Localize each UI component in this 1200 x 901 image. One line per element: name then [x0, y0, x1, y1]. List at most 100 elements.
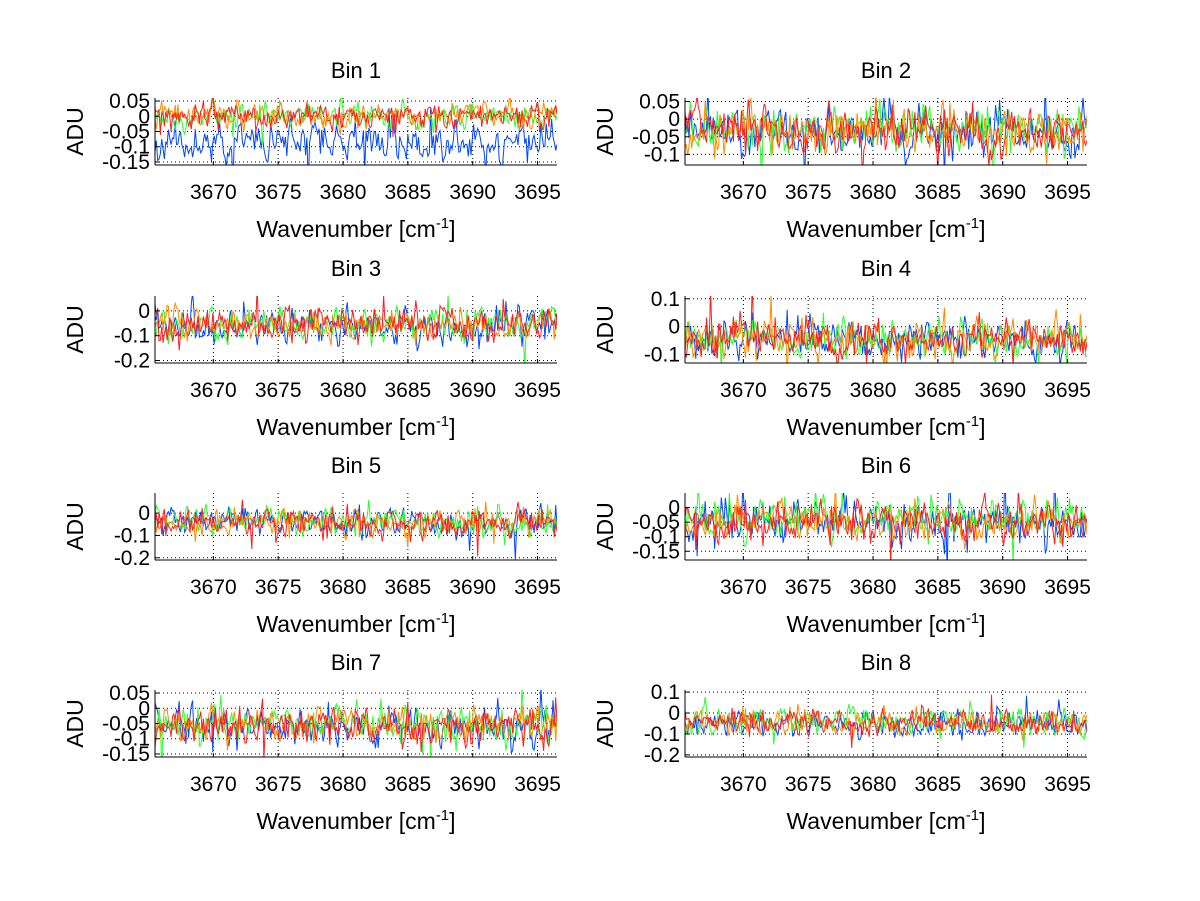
x-tick-label: 3695 — [514, 379, 561, 402]
series-line-3 — [155, 501, 557, 548]
x-tick-label: 3690 — [979, 181, 1026, 204]
x-tick-label: 3690 — [449, 576, 496, 599]
y-tick-label: -0.2 — [644, 744, 680, 767]
series-line-4 — [685, 493, 1087, 560]
x-tick-label: 3695 — [1044, 773, 1091, 796]
x-tick-label: 3685 — [915, 181, 962, 204]
x-tick-label: 3695 — [1044, 379, 1091, 402]
x-tick-label: 3695 — [514, 773, 561, 796]
x-tick-label: 3685 — [385, 379, 432, 402]
y-tick-label: -0.05 — [632, 126, 680, 149]
series-line-3 — [685, 296, 1087, 363]
x-tick-label: 3670 — [720, 773, 767, 796]
series-line-1 — [155, 107, 557, 165]
x-tick-label: 3680 — [850, 576, 897, 599]
y-tick-label: -0.1 — [114, 728, 150, 751]
x-axis-label: Wavenumber [cm-1] — [256, 610, 455, 637]
y-tick-label: 0.05 — [639, 91, 680, 114]
x-tick-label: 3690 — [979, 773, 1026, 796]
x-tick-label: 3675 — [255, 773, 302, 796]
y-tick-label: -0.1 — [644, 344, 680, 367]
x-tick-label: 3670 — [190, 773, 237, 796]
x-tick-label: 3675 — [785, 379, 832, 402]
y-tick-label: 0.05 — [109, 682, 150, 705]
x-tick-label: 3690 — [449, 773, 496, 796]
y-tick-label: -0.15 — [102, 151, 150, 174]
y-tick-label: -0.05 — [632, 511, 680, 534]
x-axis-label: Wavenumber [cm-1] — [786, 215, 985, 242]
x-tick-label: 3695 — [514, 576, 561, 599]
panel-bin-6: 3670 3675 3680 3685 3690 3695 -0.15-0.1-0.050 B… — [592, 453, 1091, 637]
x-tick-label: 3690 — [449, 181, 496, 204]
y-tick-label: -0.05 — [102, 713, 150, 736]
x-tick-label: 3685 — [915, 379, 962, 402]
x-axis-label: Wavenumber [cm-1] — [256, 413, 455, 440]
panel-bin-1: 3670 3675 3680 3685 3690 3695 -0.15-0.1-0.0500… — [62, 58, 561, 242]
y-tick-label: 0.1 — [651, 681, 680, 704]
x-tick-label: 3695 — [514, 181, 561, 204]
y-tick-label: 0 — [138, 300, 150, 323]
x-axis-label: Wavenumber [cm-1] — [786, 413, 985, 440]
x-tick-label: 3685 — [915, 576, 962, 599]
y-axis-label: ADU — [592, 305, 618, 354]
x-tick-label: 3695 — [1044, 576, 1091, 599]
x-tick-label: 3680 — [320, 773, 367, 796]
panel-title: Bin 2 — [861, 58, 911, 83]
series-line-4 — [155, 697, 557, 757]
y-axis-label: ADU — [62, 699, 88, 748]
panel-bin-4: 3670 3675 3680 3685 3690 3695 -0.1 0 0.1 Bin 4 Wav… — [592, 256, 1091, 440]
x-tick-label: 3670 — [720, 379, 767, 402]
y-tick-label: 0 — [138, 697, 150, 720]
y-tick-label: -0.15 — [632, 540, 680, 563]
y-tick-label: -0.15 — [102, 743, 150, 766]
y-tick-label: 0 — [138, 105, 150, 128]
y-tick-label: 0 — [668, 497, 680, 520]
x-tick-label: 3670 — [720, 181, 767, 204]
x-tick-label: 3685 — [385, 181, 432, 204]
panel-title: Bin 5 — [331, 453, 381, 478]
y-tick-label: 0 — [668, 316, 680, 339]
x-tick-label: 3675 — [785, 576, 832, 599]
series-line-4 — [685, 296, 1087, 363]
y-axis-label: ADU — [62, 305, 88, 354]
panel-title: Bin 4 — [861, 256, 911, 281]
series-line-3 — [155, 98, 557, 135]
series-line-4 — [155, 98, 557, 138]
series-line-3 — [685, 493, 1087, 550]
x-tick-label: 3670 — [190, 576, 237, 599]
panel-title: Bin 8 — [861, 650, 911, 675]
x-tick-label: 3670 — [720, 576, 767, 599]
series-line-4 — [685, 98, 1087, 165]
x-tick-label: 3680 — [320, 181, 367, 204]
x-axis-label: Wavenumber [cm-1] — [256, 807, 455, 834]
panel-title: Bin 7 — [331, 650, 381, 675]
series-line-4 — [155, 499, 557, 557]
y-tick-label: -0.1 — [644, 526, 680, 549]
y-tick-label: -0.1 — [114, 325, 150, 348]
series-line-4 — [155, 296, 557, 351]
x-axis-label: Wavenumber [cm-1] — [786, 610, 985, 637]
y-tick-label: -0.1 — [114, 524, 150, 547]
series-line-2 — [685, 696, 1087, 748]
series-line-4 — [685, 694, 1087, 749]
x-tick-label: 3685 — [915, 773, 962, 796]
x-tick-label: 3685 — [385, 773, 432, 796]
series-line-2 — [685, 312, 1087, 363]
y-axis-label: ADU — [592, 699, 618, 748]
y-axis-label: ADU — [592, 502, 618, 551]
x-tick-label: 3675 — [255, 379, 302, 402]
x-tick-label: 3675 — [785, 181, 832, 204]
panel-bin-7: 3670 3675 3680 3685 3690 3695 -0.15-0.1-0.0500… — [62, 650, 561, 834]
y-tick-label: -0.1 — [644, 723, 680, 746]
y-tick-label: 0 — [668, 702, 680, 725]
x-tick-label: 3680 — [850, 773, 897, 796]
x-tick-label: 3685 — [385, 576, 432, 599]
panel-title: Bin 3 — [331, 256, 381, 281]
y-tick-label: 0.1 — [651, 288, 680, 311]
y-tick-label: -0.1 — [114, 136, 150, 159]
x-tick-label: 3690 — [979, 576, 1026, 599]
y-tick-label: -0.2 — [114, 350, 150, 373]
panel-bin-3: 3670 3675 3680 3685 3690 3695 -0.2-0.10 Bin 3 Wa… — [62, 256, 561, 440]
series-line-2 — [685, 99, 1087, 165]
